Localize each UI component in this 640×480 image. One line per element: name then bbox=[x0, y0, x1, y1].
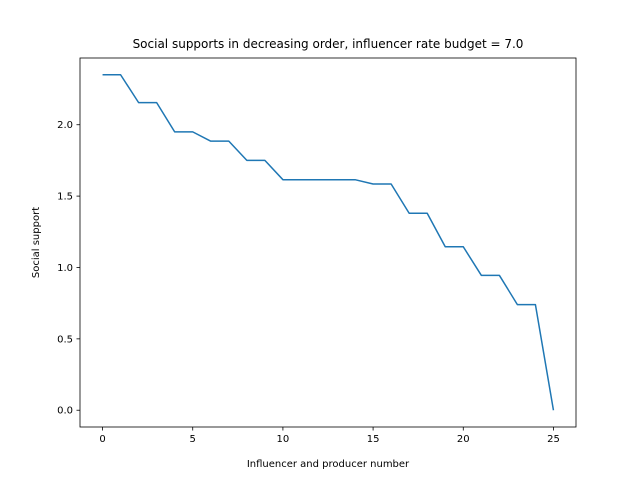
x-tick-label: 15 bbox=[367, 434, 380, 445]
series-line bbox=[102, 74, 555, 411]
plot-area bbox=[80, 58, 576, 427]
x-tick-label: 20 bbox=[457, 434, 470, 445]
y-tick-label: 1.0 bbox=[57, 263, 73, 274]
x-tick-label: 0 bbox=[99, 434, 105, 445]
x-tick-label: 25 bbox=[547, 434, 560, 445]
y-tick-label: 2.0 bbox=[57, 120, 73, 131]
x-axis-ticks: 0 5 10 15 20 25 bbox=[99, 427, 560, 445]
x-tick-label: 5 bbox=[190, 434, 196, 445]
y-axis-ticks: 0.0 0.5 1.0 1.5 2.0 bbox=[57, 120, 80, 417]
y-axis-label: Social support bbox=[31, 207, 42, 278]
chart-title: Social supports in decreasing order, inf… bbox=[133, 37, 524, 51]
data-points bbox=[102, 74, 554, 411]
x-axis-label: Influencer and producer number bbox=[247, 459, 410, 470]
plot-frame bbox=[79, 57, 577, 428]
y-tick-label: 0.5 bbox=[57, 334, 73, 345]
x-tick-label: 10 bbox=[277, 434, 290, 445]
y-tick-label: 1.5 bbox=[57, 192, 73, 203]
y-tick-label: 0.0 bbox=[57, 406, 73, 417]
